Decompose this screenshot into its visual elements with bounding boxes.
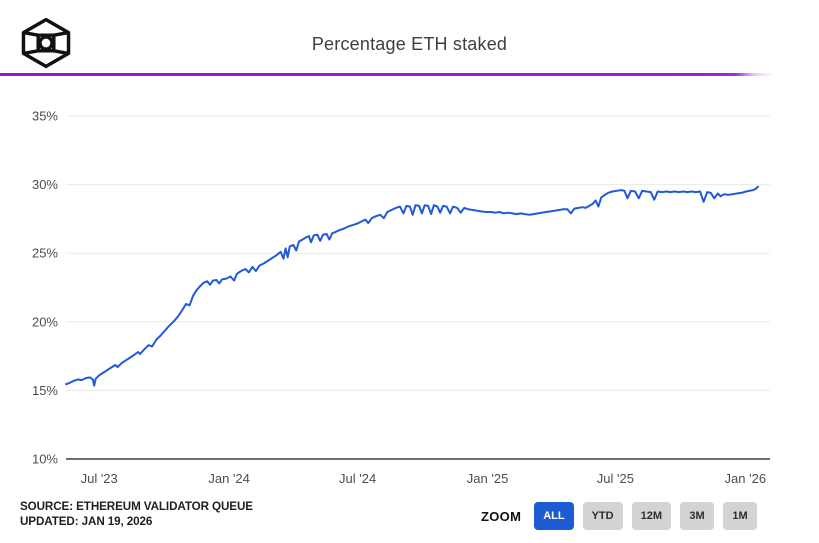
series-line[interactable] xyxy=(65,185,759,387)
zoom-range-button-3m[interactable]: 3M xyxy=(680,502,714,530)
y-tick-label: 15% xyxy=(32,383,58,398)
y-tick-label: 25% xyxy=(32,246,58,261)
source-line: SOURCE: ETHEREUM VALIDATOR QUEUE xyxy=(20,499,253,513)
zoom-range-button-1m[interactable]: 1M xyxy=(723,502,757,530)
y-tick-label: 35% xyxy=(32,109,58,124)
x-tick-label: Jan '24 xyxy=(208,471,250,486)
x-tick-label: Jan '25 xyxy=(467,471,509,486)
y-tick-label: 20% xyxy=(32,314,58,329)
accent-divider xyxy=(0,73,790,76)
x-tick-label: Jan '26 xyxy=(725,471,767,486)
y-tick-label: 30% xyxy=(32,177,58,192)
header: Percentage ETH staked xyxy=(0,0,819,76)
updated-line: UPDATED: JAN 19, 2026 xyxy=(20,514,153,528)
zoom-controls: ZOOM ALL YTD 12M 3M 1M xyxy=(481,502,757,530)
zoom-range-button-12m[interactable]: 12M xyxy=(631,502,671,530)
x-tick-label: Jul '24 xyxy=(339,471,376,486)
x-tick-label: Jul '23 xyxy=(81,471,118,486)
zoom-label: ZOOM xyxy=(481,508,522,524)
cube-logo[interactable] xyxy=(20,16,72,70)
x-tick-label: Jul '25 xyxy=(597,471,634,486)
page-title: Percentage ETH staked xyxy=(311,34,508,54)
source-attribution: SOURCE: ETHEREUM VALIDATOR QUEUE UPDATED… xyxy=(20,499,253,529)
zoom-range-button-all[interactable]: ALL xyxy=(534,502,574,530)
y-tick-label: 10% xyxy=(32,452,58,467)
zoom-range-button-ytd[interactable]: YTD xyxy=(582,502,623,530)
